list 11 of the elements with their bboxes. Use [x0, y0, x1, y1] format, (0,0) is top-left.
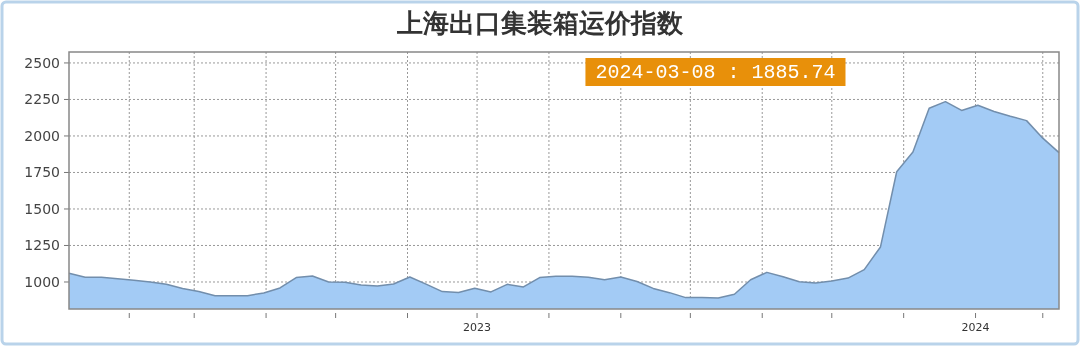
y-tick-label: 2500 [24, 54, 60, 71]
x-tick-label: 2023 [463, 321, 492, 334]
y-tick-label: 2000 [24, 127, 60, 144]
y-tick-label: 2250 [24, 91, 60, 108]
y-tick-label: 1250 [24, 237, 60, 254]
y-tick-label: 1000 [24, 273, 60, 290]
chart-title: 上海出口集装箱运价指数 [396, 9, 684, 38]
y-tick-label: 1750 [24, 164, 60, 181]
annotation: 2024-03-08 : 1885.74 [595, 61, 836, 84]
x-tick-label: 2024 [961, 321, 990, 334]
y-tick-label: 1500 [24, 200, 60, 217]
